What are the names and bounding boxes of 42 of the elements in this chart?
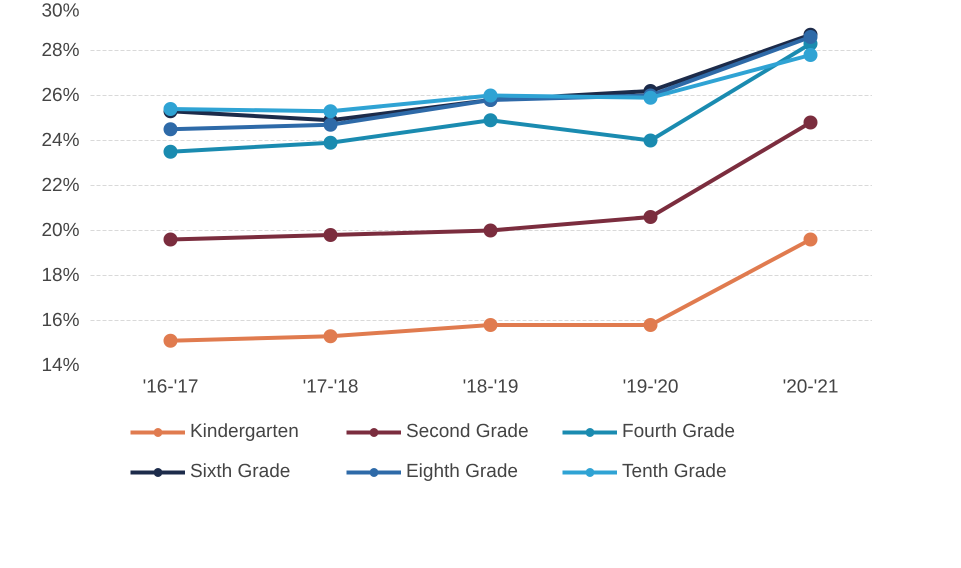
y-tick-label: 18% — [41, 265, 80, 286]
point — [164, 102, 178, 116]
point — [484, 113, 498, 128]
point — [644, 318, 658, 332]
point — [804, 116, 818, 130]
point — [324, 104, 338, 118]
point — [644, 134, 658, 148]
y-tick-label: 30% — [41, 0, 80, 22]
y-tick-label: 22% — [41, 175, 80, 196]
x-tick-label: '19-'20 — [622, 376, 678, 398]
point — [804, 30, 818, 44]
point — [804, 232, 818, 246]
legend-label: Sixth Grade — [190, 461, 292, 483]
point — [164, 144, 178, 159]
y-tick-label: 28% — [41, 40, 80, 61]
x-tick-label: '16-'17 — [142, 376, 198, 398]
x-tick-label: '18-'19 — [462, 376, 518, 398]
point — [324, 228, 338, 242]
legend-label: Kindergarten — [190, 421, 300, 443]
point — [164, 334, 178, 348]
point — [324, 329, 338, 344]
point — [324, 118, 338, 132]
point — [644, 210, 658, 224]
point — [644, 90, 658, 105]
point — [324, 136, 338, 150]
x-tick-label: '17-'18 — [302, 376, 358, 398]
point — [484, 318, 498, 332]
legend-label: Second Grade — [406, 421, 530, 443]
y-tick-label: 14% — [41, 355, 80, 376]
point — [804, 48, 818, 62]
point — [164, 122, 178, 136]
y-tick-label: 26% — [41, 85, 80, 106]
y-tick-label: 20% — [41, 220, 80, 241]
y-tick-label: 16% — [41, 310, 80, 331]
legend-label: Tenth Grade — [622, 461, 728, 483]
legend-label: Fourth Grade — [622, 421, 736, 443]
point — [164, 232, 178, 246]
y-tick-label: 24% — [41, 130, 80, 151]
point — [484, 88, 498, 102]
x-tick-label: '20-'21 — [782, 376, 838, 398]
legend-label: Eighth Grade — [406, 461, 519, 483]
point — [484, 224, 498, 238]
